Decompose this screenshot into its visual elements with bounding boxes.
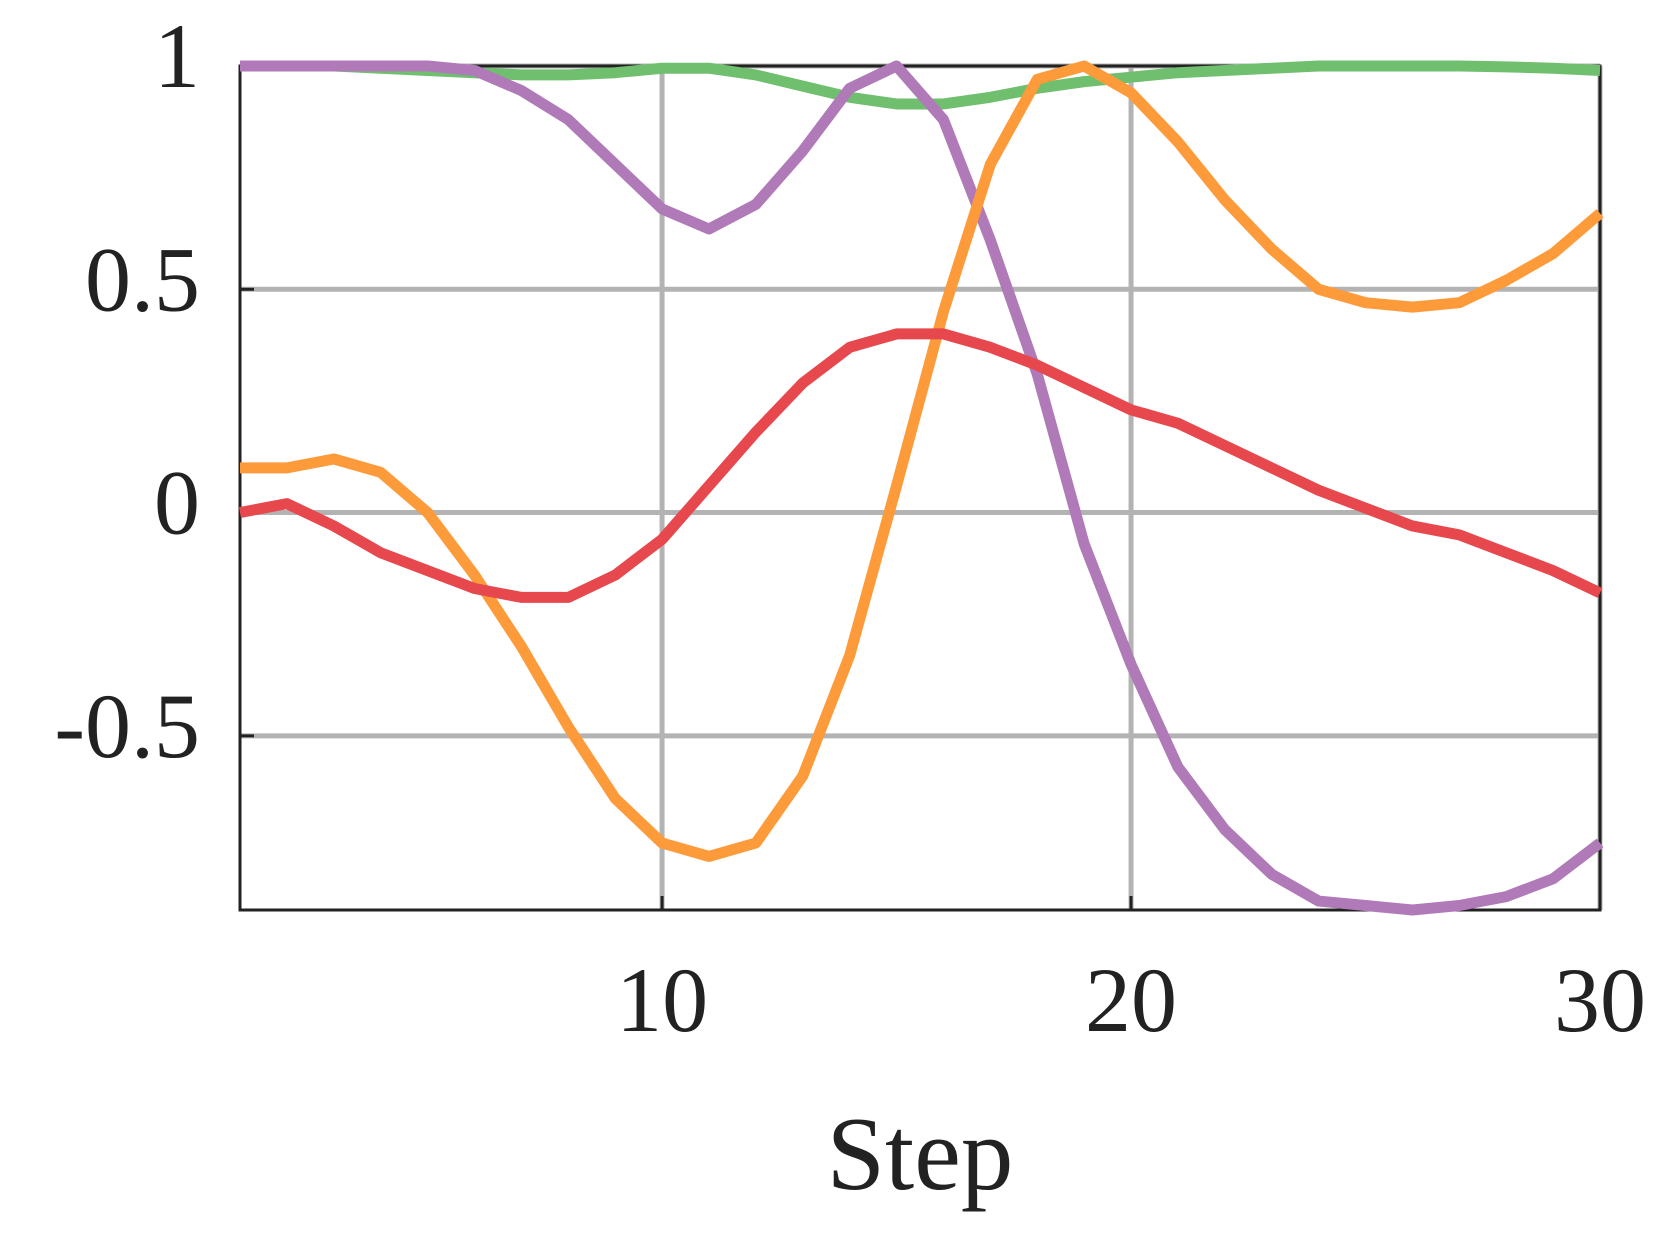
x-tick-label: 30 <box>1554 949 1646 1051</box>
line-series <box>240 60 1604 862</box>
x-tick-label: 20 <box>1085 949 1177 1051</box>
y-tick-label: -0.5 <box>54 675 200 777</box>
line-series <box>240 60 1604 916</box>
x-axis-label: Step <box>827 1095 1014 1212</box>
line-series <box>238 328 1603 603</box>
y-tick-label: 0 <box>154 452 200 554</box>
y-tick-label: 0.5 <box>85 228 200 330</box>
x-tick-label: 10 <box>616 949 708 1051</box>
y-tick-label: 1 <box>154 5 200 107</box>
plot-frame <box>238 64 1602 912</box>
